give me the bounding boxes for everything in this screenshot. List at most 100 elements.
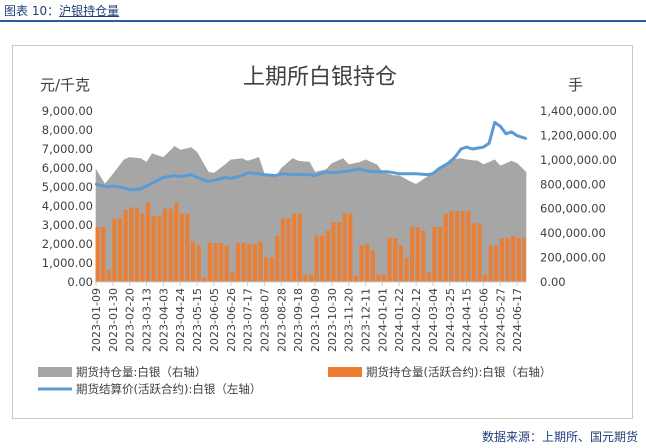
bar xyxy=(203,277,205,282)
bar xyxy=(159,216,161,282)
bar xyxy=(499,238,501,282)
bar xyxy=(398,245,400,282)
bar xyxy=(472,223,474,282)
x-tick-label: 2024-05-27 xyxy=(494,288,507,352)
bar xyxy=(271,257,273,282)
bar xyxy=(365,244,367,282)
figure-caption: 图表 10：沪银持仓量 xyxy=(4,2,119,19)
bar xyxy=(158,216,160,282)
bar xyxy=(314,235,316,282)
bar xyxy=(194,241,196,282)
bar xyxy=(418,227,419,282)
bar xyxy=(507,238,508,282)
bar xyxy=(171,208,173,282)
bar xyxy=(450,211,452,282)
right-tick-label: 0.00 xyxy=(540,275,566,289)
bar xyxy=(142,213,144,282)
x-tick-label: 2024-06-17 xyxy=(511,288,524,352)
x-tick-label: 2023-08-07 xyxy=(258,288,271,352)
bar xyxy=(320,235,322,282)
bar xyxy=(433,227,435,282)
bar xyxy=(466,211,468,282)
line-point xyxy=(229,177,232,180)
bar xyxy=(267,257,269,282)
line-point xyxy=(128,188,131,192)
left-tick-label: 4,000.00 xyxy=(42,199,93,213)
bar xyxy=(297,213,299,282)
bar xyxy=(478,223,480,282)
bar xyxy=(321,235,323,282)
bar xyxy=(244,242,246,282)
bar xyxy=(141,213,143,282)
bar xyxy=(344,213,346,282)
bar xyxy=(359,245,361,282)
bar xyxy=(243,242,245,282)
figure-caption-link[interactable]: 沪银持仓量 xyxy=(59,4,120,18)
bar xyxy=(215,242,217,282)
x-tick-label: 2023-06-26 xyxy=(225,288,238,352)
bar xyxy=(275,235,277,282)
bar xyxy=(511,235,513,282)
bar xyxy=(507,238,509,282)
bar xyxy=(215,242,216,282)
bar xyxy=(230,272,232,282)
bar xyxy=(179,213,181,282)
bar xyxy=(146,202,148,282)
line-point xyxy=(398,172,401,175)
bar xyxy=(439,227,441,282)
bar xyxy=(404,257,406,282)
bar xyxy=(373,250,375,282)
bar xyxy=(474,223,476,282)
bar xyxy=(137,207,139,282)
x-tick-label: 2023-04-24 xyxy=(174,288,187,352)
bar xyxy=(260,241,262,282)
bar xyxy=(475,223,476,282)
bar xyxy=(306,274,308,282)
bar xyxy=(345,213,346,282)
line-point xyxy=(493,121,496,124)
bar xyxy=(415,227,417,282)
bar xyxy=(501,238,503,282)
left-tick-label: 6,000.00 xyxy=(42,161,93,175)
line-point xyxy=(358,167,362,171)
bar xyxy=(254,244,256,282)
bar xyxy=(146,202,147,282)
line-point xyxy=(325,170,328,173)
bar xyxy=(182,213,184,282)
line-point xyxy=(94,182,98,186)
x-tick-label: 2023-04-03 xyxy=(157,288,170,352)
left-tick-label: 5,000.00 xyxy=(42,180,93,194)
right-axis-label: 手 xyxy=(568,76,583,94)
bar xyxy=(416,227,418,282)
bar xyxy=(379,274,381,282)
bar xyxy=(361,245,362,282)
bar xyxy=(260,241,261,282)
bar xyxy=(368,244,370,282)
bar xyxy=(210,242,212,282)
line-point xyxy=(448,161,451,164)
bar xyxy=(249,244,251,282)
line-point xyxy=(179,175,182,178)
line-point xyxy=(246,171,249,174)
bar xyxy=(518,238,520,282)
bar xyxy=(136,207,138,282)
bar xyxy=(130,207,132,282)
bar xyxy=(265,257,267,282)
x-tick-label: 2024-04-15 xyxy=(461,288,474,352)
bar xyxy=(154,216,156,282)
bar xyxy=(443,213,445,282)
legend-label-grey: 期货持仓量:白银（右轴） xyxy=(76,365,206,379)
bar xyxy=(517,238,519,282)
bar xyxy=(118,218,120,282)
bar xyxy=(272,257,274,282)
bar xyxy=(211,242,212,282)
bar xyxy=(450,211,452,282)
bar xyxy=(264,257,265,282)
bar xyxy=(469,211,471,282)
bar xyxy=(239,242,241,282)
bar xyxy=(365,244,367,282)
x-tick-label: 2024-01-22 xyxy=(393,288,406,352)
x-tick-label: 2024-01-01 xyxy=(376,288,389,352)
line-point xyxy=(280,172,283,175)
